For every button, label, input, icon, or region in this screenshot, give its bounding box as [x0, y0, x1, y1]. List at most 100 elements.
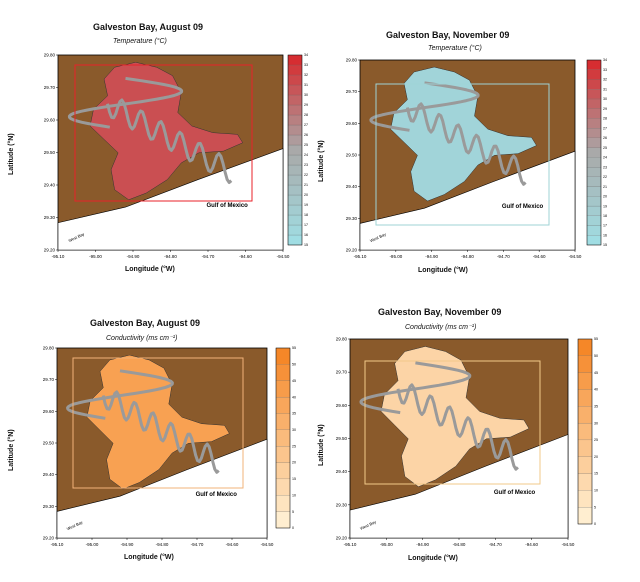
- y-axis-label: Latitude (°N): [8, 429, 15, 471]
- colorbar-swatch: [287, 224, 303, 236]
- x-tick-label: -94.60: [239, 254, 252, 259]
- colorbar-label: 23: [304, 163, 308, 167]
- x-tick-label: -94.50: [261, 542, 274, 547]
- x-tick-label: -94.80: [156, 542, 169, 547]
- colorbar-label: 5: [292, 510, 294, 514]
- colorbar-label: 24: [304, 153, 308, 157]
- survey-track: [396, 383, 519, 471]
- colorbar-swatch: [586, 215, 602, 226]
- colorbar-label: 34: [603, 58, 607, 62]
- colorbar-swatch: [586, 128, 602, 138]
- colorbar-swatch: [586, 176, 602, 187]
- colorbar-swatch: [577, 422, 593, 441]
- colorbar-label: 31: [603, 87, 607, 91]
- colorbar-label: 26: [304, 133, 308, 137]
- y-tick-label: 29.40: [346, 184, 358, 189]
- y-tick-label: 29.20: [43, 536, 55, 541]
- y-tick-label: 29.50: [336, 436, 348, 441]
- colorbar-swatch: [586, 157, 602, 168]
- colorbar-label: 16: [603, 233, 607, 237]
- x-tick-label: -95.10: [52, 254, 65, 259]
- colorbar-swatch: [287, 124, 303, 136]
- panel-cond-nov: Galveston Bay, November 09 Conductivity …: [318, 291, 640, 582]
- colorbar-swatch: [586, 186, 602, 197]
- colorbar-label: 22: [304, 173, 308, 177]
- x-tick-label: -95.00: [86, 542, 99, 547]
- y-tick-label: 29.20: [336, 536, 348, 541]
- x-tick-label: -94.50: [562, 542, 575, 547]
- survey-track: [369, 81, 480, 132]
- panel-temp-nov: Galveston Bay, November 09 Temperature (…: [318, 0, 640, 291]
- panel-cond-aug: Galveston Bay, August 09 Conductivity (m…: [0, 291, 320, 582]
- x-tick-label: -94.70: [191, 542, 204, 547]
- colorbar-swatch: [287, 234, 303, 246]
- colorbar-swatch: [577, 406, 593, 424]
- colorbar-frame: [586, 59, 602, 246]
- colorbar-label: 16: [304, 233, 308, 237]
- x-axis-label: Longitude (°W): [418, 267, 468, 274]
- west-bay-label: West Bay: [68, 231, 86, 243]
- colorbar-label: 20: [304, 193, 308, 197]
- y-tick-label: 29.20: [346, 248, 358, 253]
- y-tick-label: 29.80: [346, 58, 358, 63]
- colorbar-label: 50: [594, 354, 598, 358]
- colorbar-swatch: [287, 204, 303, 216]
- y-tick-label: 29.60: [346, 121, 358, 126]
- colorbar-label: 17: [603, 224, 607, 228]
- y-tick-label: 29.20: [44, 248, 56, 253]
- colorbar-swatch: [586, 167, 602, 177]
- x-tick-label: -94.70: [497, 254, 510, 259]
- colorbar-label: 19: [304, 203, 308, 207]
- colorbar-swatch: [287, 54, 303, 66]
- colorbar-label: 34: [304, 53, 308, 57]
- colorbar-label: 55: [594, 337, 598, 341]
- survey-track: [106, 98, 233, 184]
- colorbar-label: 25: [594, 438, 598, 442]
- colorbar-label: 33: [603, 68, 607, 72]
- colorbar-label: 35: [594, 404, 598, 408]
- x-tick-label: -95.10: [344, 542, 357, 547]
- y-tick-label: 29.60: [43, 409, 55, 414]
- colorbar-swatch: [287, 184, 303, 196]
- colorbar-label: 25: [603, 146, 607, 150]
- colorbar-swatch: [275, 462, 291, 480]
- colorbar-swatch: [275, 446, 291, 463]
- colorbar-swatch: [586, 196, 602, 207]
- colorbar-label: 28: [304, 113, 308, 117]
- colorbar-label: 23: [603, 165, 607, 169]
- west-bay-label: West Bay: [359, 519, 377, 531]
- map-chart: Gulf of Mexico West Bay -95.10 -95.00 -94.90…: [44, 53, 308, 260]
- map-chart: Gulf of Mexico West Bay -95.10 -95.00 -94.90…: [346, 58, 607, 260]
- colorbar-label: 45: [594, 371, 598, 375]
- x-tick-label: -94.70: [489, 542, 502, 547]
- colorbar-label: 20: [594, 455, 598, 459]
- colorbar-label: 35: [292, 412, 296, 416]
- colorbar-label: 18: [304, 213, 308, 217]
- colorbar-label: 33: [304, 63, 308, 67]
- colorbar-swatch: [577, 389, 593, 407]
- y-tick-label: 29.70: [44, 85, 56, 90]
- colorbar-label: 15: [594, 472, 598, 476]
- colorbar-swatch: [577, 473, 593, 491]
- panel-subtitle: Conductivity (ms cm⁻¹): [405, 324, 477, 331]
- colorbar-label: 0: [292, 526, 294, 530]
- colorbar-swatch: [586, 225, 602, 236]
- colorbar-label: 20: [292, 461, 296, 465]
- x-tick-label: -94.80: [461, 254, 474, 259]
- colorbar-swatch: [586, 205, 602, 216]
- colorbar-label: 31: [304, 83, 308, 87]
- colorbar-swatch: [586, 118, 602, 129]
- colorbar-swatch: [275, 413, 291, 430]
- panel-subtitle: Temperature (°C): [428, 45, 482, 52]
- y-tick-label: 29.70: [336, 370, 348, 375]
- colorbar-swatch: [577, 507, 593, 525]
- panel-title: Galveston Bay, November 09: [386, 30, 510, 40]
- colorbar-swatch: [586, 79, 602, 90]
- colorbar-swatch: [586, 69, 602, 80]
- colorbar-swatch: [275, 347, 291, 365]
- y-tick-label: 29.30: [44, 215, 56, 220]
- colorbar-label: 32: [603, 78, 607, 82]
- colorbar-swatch: [275, 380, 291, 398]
- x-axis-label: Longitude (°W): [408, 555, 458, 562]
- study-box: [74, 64, 253, 202]
